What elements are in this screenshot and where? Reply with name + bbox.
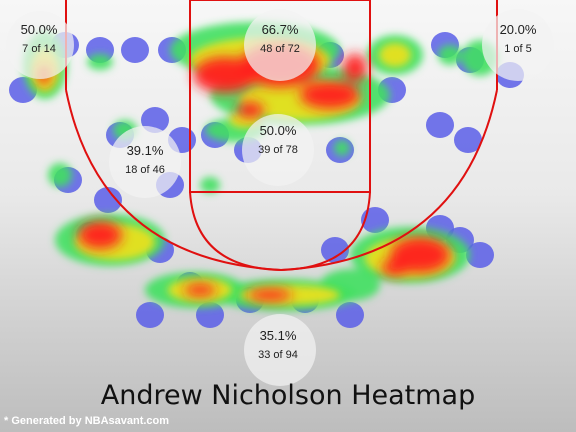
heat-spot-cold [426,112,454,138]
zone-percentage: 50.0% [259,123,297,138]
heat-spot-cold [94,187,122,213]
zone-left-corner-three: 50.0% 7 of 14 [9,22,69,55]
zone-percentage: 35.1% [259,328,297,343]
court-lines [65,0,498,272]
free-throw-circle [189,191,371,272]
zone-bubble-left-midrange [109,126,181,198]
zone-attempts: 7 of 14 [22,43,56,55]
heat-spot-cool [200,177,220,193]
zone-attempts: 48 of 72 [260,43,300,55]
heat-spot-cold [454,127,482,153]
heat-spot-cold [196,302,224,328]
zone-bubble-above-break-three [244,314,316,386]
zone-right-corner-three: 20.0% 1 of 5 [487,22,549,55]
heat-spot-cold [361,207,389,233]
heat-spot-cool [438,45,462,65]
heat-spot-cool [87,54,113,70]
zone-center-midrange: 50.0% 39 of 78 [246,123,310,156]
heat-spot-cold [466,242,494,268]
zone-bubbles [6,9,554,386]
zone-above-break-three: 35.1% 33 of 94 [246,328,310,361]
heat-spot-cold [136,302,164,328]
heat-spot-cold [336,302,364,328]
zone-left-midrange: 39.1% 18 of 46 [113,143,177,176]
zone-bubble-right-corner-three [482,9,554,81]
zone-bubble-paint [244,9,316,81]
zone-bubble-center-midrange [242,114,314,186]
heat-spot-hot [343,54,367,82]
zone-percentage: 39.1% [126,143,164,158]
heat-spot-hot [236,102,264,118]
zone-percentage: 20.0% [499,22,537,37]
zone-percentage: 50.0% [20,22,58,37]
zone-bubble-left-corner-three [6,11,74,79]
source-credit: * Generated by NBAsavant.com [4,415,170,427]
heat-spot-hot [184,284,216,296]
zone-attempts: 39 of 78 [258,144,298,156]
heat-spot-cool [48,163,72,187]
zone-attempts: 1 of 5 [504,43,532,55]
heat-spot-hot [248,289,292,301]
zone-percentage: 66.7% [261,22,299,37]
zone-attempts: 18 of 46 [125,164,165,176]
heat-spot-cold [121,37,149,63]
heat-spot-warm [379,43,411,67]
zone-paint: 66.7% 48 of 72 [248,22,312,55]
heat-spot-hot [381,260,409,276]
heat-spot-cold [321,237,349,263]
zone-attempts: 33 of 94 [258,349,298,361]
paint-lane [189,0,371,193]
heat-spot-hot [78,221,122,249]
chart-title: Andrew Nicholson Heatmap [100,380,476,411]
heat-spot-cool [334,140,350,156]
heat-spot-hot [300,81,360,109]
